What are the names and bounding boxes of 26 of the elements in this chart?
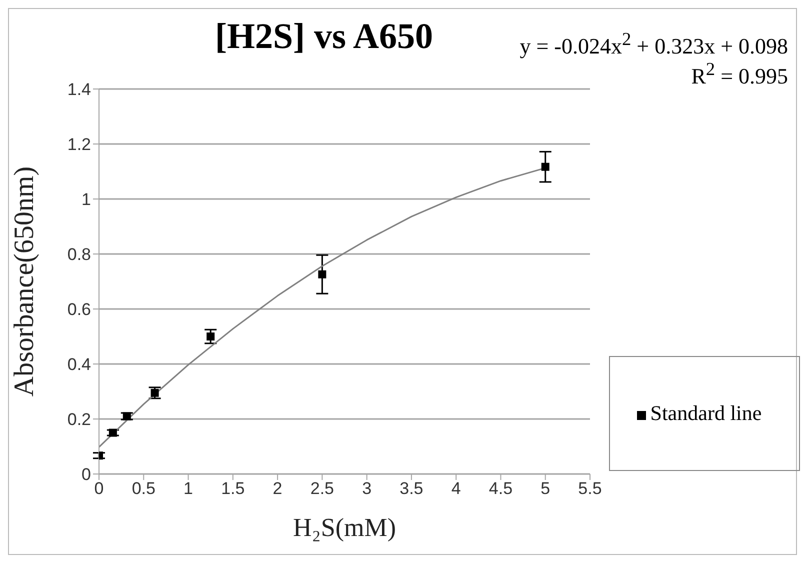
x-tick-label: 3.5 xyxy=(400,479,424,498)
x-tick-label: 0.5 xyxy=(132,479,156,498)
x-tick-label: 2.5 xyxy=(310,479,334,498)
y-tick-label: 0.2 xyxy=(67,410,91,430)
x-tick-label: 4.5 xyxy=(488,479,513,498)
y-tick-label: 0.8 xyxy=(67,245,91,264)
y-axis-title: Absorbance(650nm) xyxy=(8,166,40,397)
y-tick-label: 1.4 xyxy=(67,80,91,100)
x-tick-label: 1.5 xyxy=(221,479,245,498)
y-tick-label: 1.2 xyxy=(67,135,91,154)
y-tick-label: 1 xyxy=(82,190,91,210)
x-tick-label: 4 xyxy=(451,479,461,498)
y-tick-label: 0.6 xyxy=(67,300,91,320)
x-axis-title: H₂S(mM) xyxy=(293,513,396,542)
x-tick-label: 0 xyxy=(94,479,104,498)
legend-label: Standard line xyxy=(650,401,762,425)
x-tick-label: 5 xyxy=(540,479,550,498)
chart-title: [H2S] vs A650 xyxy=(214,15,434,57)
text: R$^{2}$ = 0.995 xyxy=(690,59,788,90)
text: y = -0.024x$^{2}$ + 0.323x + 0.098 xyxy=(520,29,788,60)
y-tick-label: 0.4 xyxy=(67,355,91,374)
x-tick-label: 3 xyxy=(362,479,372,498)
x-tick-label: 1 xyxy=(184,479,194,498)
x-tick-label: 5.5 xyxy=(578,479,602,498)
x-tick-label: 2 xyxy=(272,479,282,498)
y-tick-label: 0 xyxy=(82,465,91,484)
